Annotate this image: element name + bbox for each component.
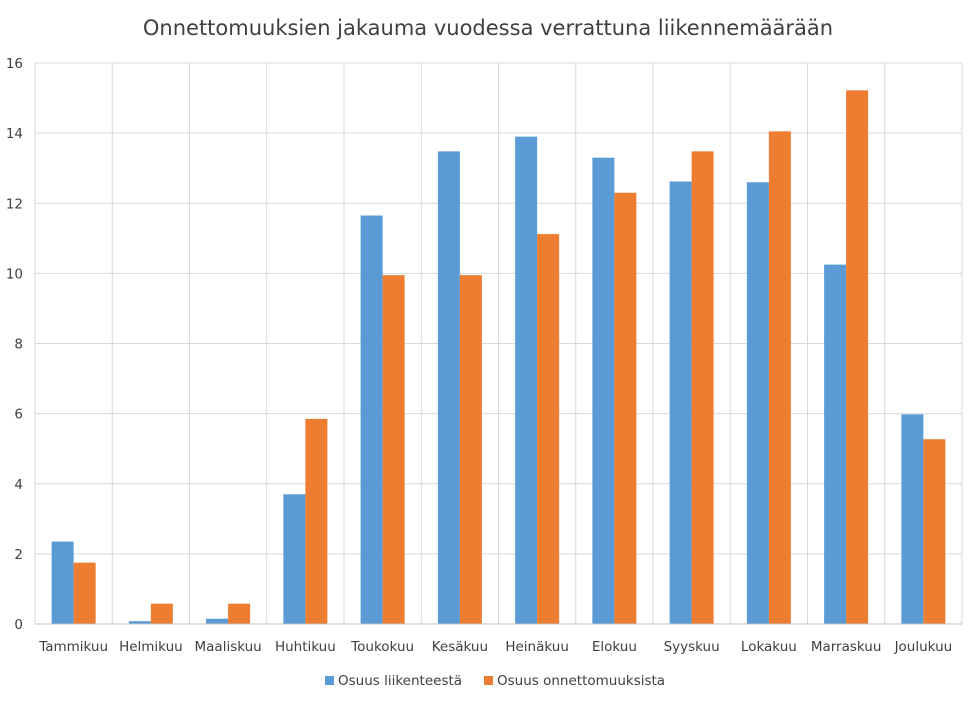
bar-osuus-liikenteesta xyxy=(746,182,769,624)
bar-osuus-liikenteesta xyxy=(824,264,847,624)
legend-swatch xyxy=(484,676,493,685)
chart-title: Onnettomuuksien jakauma vuodessa verratt… xyxy=(143,16,833,40)
bar-osuus-liikenteesta xyxy=(437,151,460,625)
legend-swatch xyxy=(325,676,334,685)
bar-osuus-onnettomuuksista xyxy=(73,562,96,624)
bar-osuus-liikenteesta xyxy=(360,215,383,624)
legend: Osuus liikenteestä Osuus onnettomuuksista xyxy=(325,673,665,689)
y-tick-label: 8 xyxy=(14,337,23,353)
bars xyxy=(51,90,946,625)
bar-osuus-liikenteesta xyxy=(592,157,615,624)
bar-osuus-liikenteesta xyxy=(669,181,692,625)
bar-osuus-onnettomuuksista xyxy=(228,603,251,624)
y-tick-label: 12 xyxy=(6,196,23,212)
bar-osuus-onnettomuuksista xyxy=(537,234,560,625)
grid-lines xyxy=(34,62,963,624)
y-tick-label: 2 xyxy=(14,547,23,563)
y-tick-label: 10 xyxy=(6,266,23,282)
bar-osuus-onnettomuuksista xyxy=(614,192,637,624)
bar-osuus-onnettomuuksista xyxy=(923,439,946,624)
x-tick-label: Huhtikuu xyxy=(275,639,336,655)
bar-osuus-onnettomuuksista xyxy=(150,603,173,624)
y-tick-label: 16 xyxy=(6,56,23,72)
bar-osuus-liikenteesta xyxy=(515,136,538,624)
bar-osuus-liikenteesta xyxy=(901,414,924,624)
bar-osuus-onnettomuuksista xyxy=(691,151,714,625)
axes: 0 2 4 6 8 10 12 14 16 Tammikuu Helmikuu Maaliskuu Hu… xyxy=(6,56,962,655)
bar-osuus-liikenteesta xyxy=(206,618,229,624)
legend-label: Osuus liikenteestä xyxy=(338,673,462,689)
x-tick-label: Helmikuu xyxy=(119,639,183,655)
y-tick-label: 0 xyxy=(14,617,23,633)
bar-osuus-liikenteesta xyxy=(128,621,151,624)
x-tick-label: Marraskuu xyxy=(811,639,882,655)
x-tick-label: Maaliskuu xyxy=(195,639,262,655)
x-tick-label: Elokuu xyxy=(592,639,637,655)
bar-osuus-onnettomuuksista xyxy=(305,418,328,624)
x-tick-label: Syyskuu xyxy=(664,639,720,655)
x-tick-label: Heinäkuu xyxy=(505,639,569,655)
bar-osuus-onnettomuuksista xyxy=(459,275,482,624)
bar-osuus-onnettomuuksista xyxy=(846,90,869,624)
y-tick-label: 4 xyxy=(14,477,23,493)
x-tick-label: Joulukuu xyxy=(894,639,953,655)
x-tick-label: Tammikuu xyxy=(38,639,108,655)
bar-osuus-onnettomuuksista xyxy=(382,275,405,624)
bar-osuus-liikenteesta xyxy=(51,541,74,624)
y-tick-label: 14 xyxy=(6,126,23,142)
y-tick-label: 6 xyxy=(14,407,23,423)
legend-label: Osuus onnettomuuksista xyxy=(497,673,665,689)
x-tick-label: Toukokuu xyxy=(350,639,414,655)
x-tick-label: Kesäkuu xyxy=(432,639,488,655)
bar-osuus-onnettomuuksista xyxy=(768,131,791,624)
x-tick-label: Lokakuu xyxy=(741,639,797,655)
bar-osuus-liikenteesta xyxy=(283,494,306,624)
